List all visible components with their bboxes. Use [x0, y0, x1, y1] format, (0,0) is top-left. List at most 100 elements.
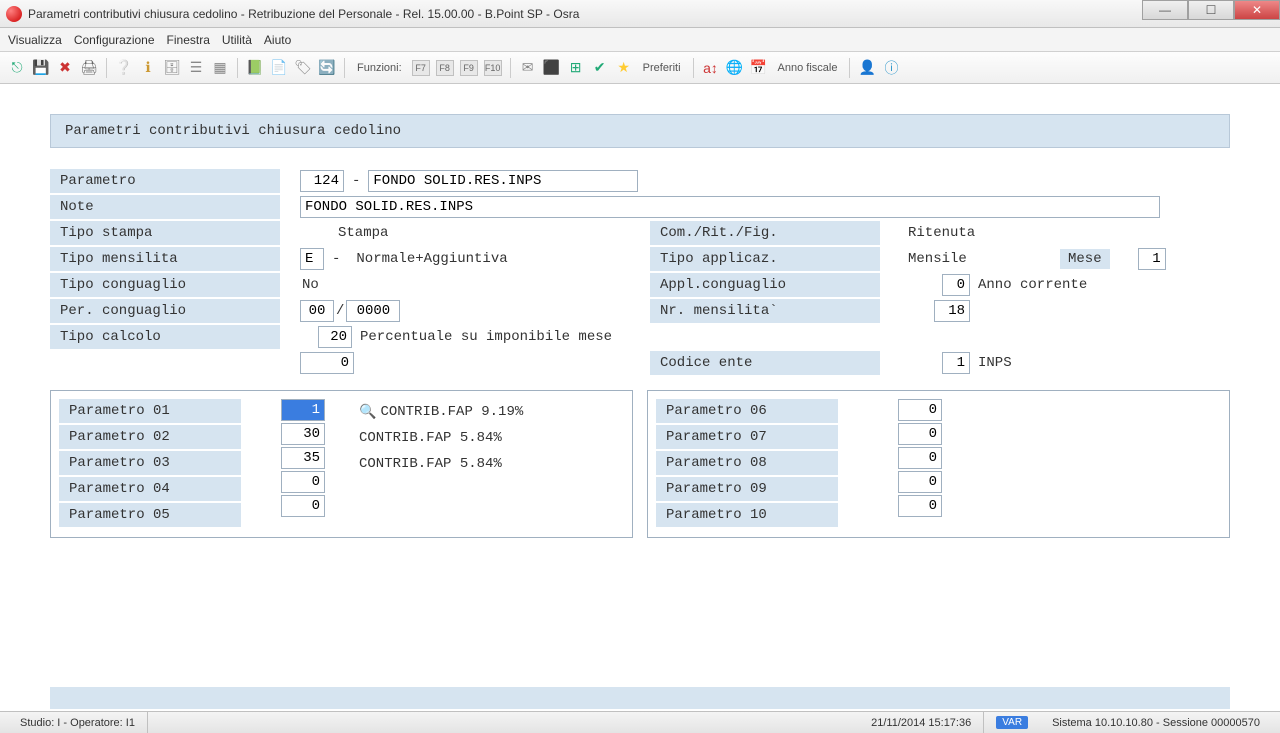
- per-conguaglio-mm[interactable]: [300, 300, 334, 322]
- tipo-stampa-value: Stampa: [330, 225, 396, 241]
- params-left-box: Parametro 01 Parametro 02 Parametro 03 P…: [50, 390, 633, 538]
- note-label: Note: [50, 195, 280, 219]
- tipo-conguaglio-value: No: [300, 277, 327, 293]
- status-var-badge: VAR: [996, 716, 1028, 729]
- param07-input[interactable]: [898, 423, 942, 445]
- param09-label: Parametro 09: [656, 477, 838, 501]
- user-icon[interactable]: 👤: [858, 59, 876, 77]
- lookup-icon[interactable]: 🔍: [359, 404, 376, 421]
- appl-conguaglio-desc: Anno corrente: [970, 277, 1095, 293]
- save-icon[interactable]: 💾: [32, 59, 50, 77]
- help-icon[interactable]: ❔: [115, 59, 133, 77]
- status-studio: Studio: I - Operatore: I1: [8, 712, 148, 733]
- mese-input[interactable]: [1138, 248, 1166, 270]
- close-button[interactable]: ✕: [1234, 0, 1280, 20]
- appl-conguaglio-label: Appl.conguaglio: [650, 273, 880, 297]
- app-icon: [6, 6, 22, 22]
- tipo-mensilita-sep: -: [324, 251, 348, 267]
- mail-icon[interactable]: ✉: [519, 59, 537, 77]
- param03-desc: CONTRIB.FAP 5.84%: [359, 456, 502, 472]
- funzioni-label: Funzioni:: [357, 62, 402, 74]
- param05-input[interactable]: [281, 495, 325, 517]
- param03-input[interactable]: [281, 447, 325, 469]
- parametro-name-input[interactable]: [368, 170, 638, 192]
- param05-label: Parametro 05: [59, 503, 241, 527]
- print-icon[interactable]: 🖨: [80, 59, 98, 77]
- fn-f7[interactable]: F7: [412, 60, 430, 76]
- menu-configurazione[interactable]: Configurazione: [74, 33, 155, 47]
- globe-icon[interactable]: 🌐: [726, 59, 744, 77]
- menu-visualizza[interactable]: Visualizza: [8, 33, 62, 47]
- nr-mensilita-input[interactable]: [934, 300, 970, 322]
- anno-fiscale-label[interactable]: Anno fiscale: [778, 62, 838, 74]
- param08-input[interactable]: [898, 447, 942, 469]
- param01-label: Parametro 01: [59, 399, 241, 423]
- tipo-mensilita-value: Normale+Aggiuntiva: [348, 251, 515, 267]
- param04-label: Parametro 04: [59, 477, 241, 501]
- refresh-icon[interactable]: 🔄: [318, 59, 336, 77]
- db-icon[interactable]: 🗄: [163, 59, 181, 77]
- parametro-sep: -: [344, 173, 368, 189]
- param02-input[interactable]: [281, 423, 325, 445]
- param02-label: Parametro 02: [59, 425, 241, 449]
- toolbar: ⎋ 💾 ✖ 🖨 ❔ ℹ 🗄 ☰ ▦ 📗 📄 🏷 🔄 Funzioni: F7 F…: [0, 52, 1280, 84]
- com-icon[interactable]: ⬛: [543, 59, 561, 77]
- status-sistema: Sistema 10.10.10.80 - Sessione 00000570: [1040, 712, 1272, 733]
- tipo-conguaglio-label: Tipo conguaglio: [50, 273, 280, 297]
- fn-f8[interactable]: F8: [436, 60, 454, 76]
- param04-input[interactable]: [281, 471, 325, 493]
- codice-ente-input[interactable]: [942, 352, 970, 374]
- tipo-calcolo-value: Percentuale su imponibile mese: [352, 329, 620, 345]
- param06-input[interactable]: [898, 399, 942, 421]
- statusbar: Studio: I - Operatore: I1 21/11/2014 15:…: [0, 711, 1280, 733]
- check-icon[interactable]: ✔: [591, 59, 609, 77]
- about-icon[interactable]: ⓘ: [882, 59, 900, 77]
- tipo-calcolo-label: Tipo calcolo: [50, 325, 280, 349]
- font-icon[interactable]: a↕: [702, 59, 720, 77]
- maximize-button[interactable]: ☐: [1188, 0, 1234, 20]
- list-icon[interactable]: ☰: [187, 59, 205, 77]
- minimize-button[interactable]: —: [1142, 0, 1188, 20]
- tipo-mensilita-code[interactable]: [300, 248, 324, 270]
- fn-f10[interactable]: F10: [484, 60, 502, 76]
- codice-ente-label: Codice ente: [650, 351, 880, 375]
- window-title: Parametri contributivi chiusura cedolino…: [28, 7, 579, 21]
- tipo-calcolo-code[interactable]: [318, 326, 352, 348]
- appl-conguaglio-input[interactable]: [942, 274, 970, 296]
- info-icon[interactable]: ℹ: [139, 59, 157, 77]
- exit-icon[interactable]: ⎋: [8, 59, 26, 77]
- window-titlebar: Parametri contributivi chiusura cedolino…: [0, 0, 1280, 28]
- per-conguaglio-yyyy[interactable]: [346, 300, 400, 322]
- tipo-applicaz-label: Tipo applicaz.: [650, 247, 880, 271]
- menu-finestra[interactable]: Finestra: [167, 33, 210, 47]
- extra-input[interactable]: [300, 352, 354, 374]
- preferiti-label[interactable]: Preferiti: [643, 62, 681, 74]
- tag-icon[interactable]: 🏷: [294, 59, 312, 77]
- menubar: Visualizza Configurazione Finestra Utili…: [0, 28, 1280, 52]
- note-input[interactable]: [300, 196, 1160, 218]
- tipo-applicaz-value: Mensile: [900, 251, 1060, 267]
- calendar-icon[interactable]: 📅: [750, 59, 768, 77]
- panel-title: Parametri contributivi chiusura cedolino: [50, 114, 1230, 148]
- param10-label: Parametro 10: [656, 503, 838, 527]
- param09-input[interactable]: [898, 471, 942, 493]
- book-icon[interactable]: 📗: [246, 59, 264, 77]
- mese-label: Mese: [1060, 249, 1110, 269]
- menu-aiuto[interactable]: Aiuto: [264, 33, 291, 47]
- param06-label: Parametro 06: [656, 399, 838, 423]
- excel-icon[interactable]: ⊞: [567, 59, 585, 77]
- tipo-stampa-label: Tipo stampa: [50, 221, 280, 245]
- parametro-code-input[interactable]: [300, 170, 344, 192]
- menu-utilita[interactable]: Utilità: [222, 33, 252, 47]
- param01-input[interactable]: [281, 399, 325, 421]
- tipo-mensilita-label: Tipo mensilita: [50, 247, 280, 271]
- doc-icon[interactable]: 📄: [270, 59, 288, 77]
- param01-desc: CONTRIB.FAP 9.19%: [380, 404, 523, 420]
- star-icon[interactable]: ★: [615, 59, 633, 77]
- per-conguaglio-label: Per. conguaglio: [50, 299, 280, 323]
- delete-icon[interactable]: ✖: [56, 59, 74, 77]
- grid-icon[interactable]: ▦: [211, 59, 229, 77]
- com-rit-fig-label: Com./Rit./Fig.: [650, 221, 880, 245]
- param10-input[interactable]: [898, 495, 942, 517]
- fn-f9[interactable]: F9: [460, 60, 478, 76]
